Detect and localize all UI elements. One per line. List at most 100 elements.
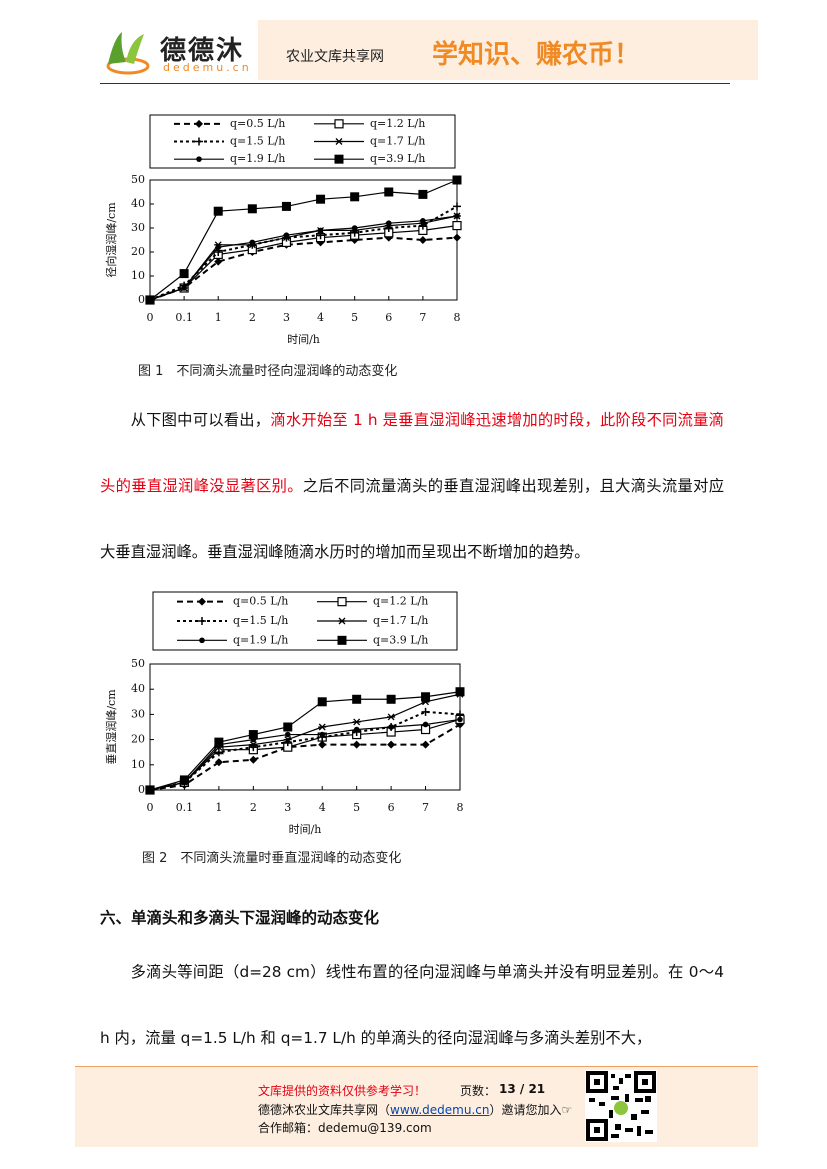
chart: q=0.5 L/h q=1.2 L/h q=1.5 L/h q=1.7 L/h q=1.… xyxy=(104,114,462,346)
x-tick-label: 0.1 xyxy=(175,311,193,324)
marker xyxy=(453,233,461,242)
legend-marker xyxy=(196,156,202,162)
series-line xyxy=(149,179,458,301)
site-link[interactable]: www.dedemu.cn xyxy=(390,1103,490,1117)
x-tick-label: 0 xyxy=(147,311,154,324)
legend-marker xyxy=(199,637,205,644)
x-tick-label: 6 xyxy=(388,801,395,814)
marker xyxy=(317,697,327,707)
x-tick-label: 4 xyxy=(317,311,324,324)
legend-marker xyxy=(334,154,344,164)
marker xyxy=(214,748,223,757)
y-tick-label: 40 xyxy=(131,682,145,695)
x-tick-label: 1 xyxy=(215,311,222,324)
legend-marker xyxy=(334,119,344,129)
legend-marker xyxy=(195,119,203,128)
series-line xyxy=(149,225,458,301)
marker xyxy=(215,244,222,250)
legend-label: q=0.5 L/h xyxy=(230,117,285,130)
text: 之后不同流量滴头的垂直湿润峰出现差别，且大滴头流量对应大垂直湿润峰。垂直湿润峰随… xyxy=(100,477,724,561)
legend-label: q=1.9 L/h xyxy=(230,152,285,165)
marker xyxy=(281,201,291,211)
legend-marker xyxy=(198,597,206,606)
legend-label: q=1.2 L/h xyxy=(370,117,425,130)
legend-label: q=3.9 L/h xyxy=(373,633,428,646)
marker xyxy=(181,285,187,291)
x-tick-label: 5 xyxy=(353,801,360,814)
slogan: 学知识、赚农币！ xyxy=(432,40,641,70)
marker xyxy=(214,257,223,266)
legend-marker xyxy=(195,137,203,146)
text: 从下图中可以看出， xyxy=(130,411,271,429)
x-tick-label: 5 xyxy=(351,311,358,324)
text: 德德沐农业文库共享网（ xyxy=(258,1103,391,1117)
marker xyxy=(422,721,429,728)
y-tick-label: 10 xyxy=(131,758,145,771)
y-tick-label: 30 xyxy=(131,221,145,234)
marker xyxy=(284,731,291,738)
y-tick-label: 30 xyxy=(131,707,145,720)
marker xyxy=(387,740,396,749)
text: ）邀请您加入☞ xyxy=(489,1103,573,1117)
marker xyxy=(454,213,460,219)
legend-label: q=1.5 L/h xyxy=(230,135,285,148)
legend-label: q=1.7 L/h xyxy=(373,614,428,627)
marker xyxy=(214,737,224,747)
y-axis-label: 径向湿润峰/cm xyxy=(104,202,118,278)
legend-label: q=1.2 L/h xyxy=(373,595,428,608)
x-tick-label: 7 xyxy=(419,311,426,324)
y-tick-label: 20 xyxy=(131,245,145,258)
marker xyxy=(247,204,257,214)
marker xyxy=(350,192,360,202)
x-tick-label: 8 xyxy=(454,311,461,324)
x-tick-label: 0.1 xyxy=(176,801,194,814)
series-line xyxy=(149,723,461,791)
marker xyxy=(283,232,290,238)
marker xyxy=(249,741,258,749)
marker xyxy=(352,718,361,726)
marker xyxy=(145,785,155,795)
marker xyxy=(384,187,394,197)
marker xyxy=(248,730,258,740)
site-name: 农业文库共享网 xyxy=(286,49,384,65)
logo-text: 德德沐 xyxy=(160,36,245,66)
legend-label: q=0.5 L/h xyxy=(233,595,288,608)
legend-label: q=1.9 L/h xyxy=(233,633,288,646)
marker xyxy=(418,236,427,244)
logo-domain: dedemu.cn xyxy=(163,61,252,74)
x-tick-label: 2 xyxy=(249,311,256,324)
marker xyxy=(385,220,392,226)
marker xyxy=(418,189,428,199)
section-heading: 六、单滴头和多滴头下湿润峰的动态变化 xyxy=(100,908,380,927)
x-tick-label: 2 xyxy=(250,801,257,814)
marker xyxy=(213,206,223,216)
marker xyxy=(388,724,394,730)
marker xyxy=(453,202,461,211)
x-tick-label: 3 xyxy=(284,801,291,814)
x-tick-label: 3 xyxy=(283,311,290,324)
series-line xyxy=(149,718,461,791)
marker xyxy=(420,218,426,224)
series-line xyxy=(149,718,461,791)
marker xyxy=(283,722,293,732)
x-tick-label: 8 xyxy=(457,801,464,814)
marker xyxy=(421,740,430,749)
marker xyxy=(179,775,189,785)
footer-email: 合作邮箱：dedemu@139.com xyxy=(258,1121,432,1135)
legend-marker xyxy=(335,138,343,145)
y-tick-label: 10 xyxy=(131,269,145,282)
y-tick-label: 0 xyxy=(138,783,145,796)
x-tick-label: 0 xyxy=(147,801,154,814)
series-line xyxy=(149,205,458,301)
marker xyxy=(457,716,463,723)
x-tick-label: 4 xyxy=(319,801,326,814)
marker xyxy=(353,726,360,733)
x-tick-label: 6 xyxy=(385,311,392,324)
x-axis-label: 时间/h xyxy=(289,823,322,835)
series-line xyxy=(149,691,461,791)
footer-notice: 文库提供的资料仅供参考学习！ xyxy=(258,1084,427,1098)
marker xyxy=(318,740,327,749)
marker xyxy=(249,755,258,764)
legend-label: q=1.7 L/h xyxy=(370,135,425,148)
